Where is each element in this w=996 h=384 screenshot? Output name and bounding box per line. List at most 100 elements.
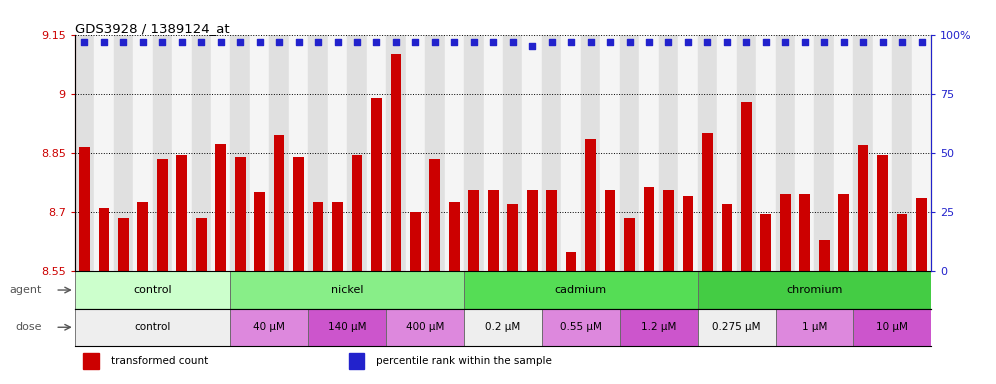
- Point: [894, 39, 910, 45]
- Point: [777, 39, 793, 45]
- Point: [544, 39, 560, 45]
- Bar: [721, 204, 732, 271]
- Bar: [697, 271, 931, 309]
- Bar: [697, 35, 717, 271]
- Bar: [114, 35, 133, 271]
- Bar: [230, 35, 250, 271]
- Point: [874, 39, 890, 45]
- Text: 140 μM: 140 μM: [328, 322, 367, 332]
- Bar: [872, 35, 892, 271]
- Bar: [75, 35, 95, 271]
- Bar: [410, 212, 420, 271]
- Bar: [819, 240, 830, 271]
- Bar: [289, 35, 309, 271]
- Bar: [854, 35, 872, 271]
- Bar: [702, 133, 713, 271]
- Bar: [854, 309, 931, 346]
- Bar: [191, 35, 211, 271]
- Text: 400 μM: 400 μM: [406, 322, 444, 332]
- Bar: [157, 159, 167, 271]
- Bar: [620, 309, 697, 346]
- Bar: [79, 147, 90, 271]
- Bar: [75, 309, 230, 346]
- Bar: [795, 35, 815, 271]
- Point: [699, 39, 715, 45]
- Bar: [349, 354, 365, 369]
- Point: [641, 39, 657, 45]
- Bar: [911, 35, 931, 271]
- Bar: [293, 157, 304, 271]
- Bar: [562, 35, 581, 271]
- Bar: [780, 194, 791, 271]
- Bar: [309, 309, 386, 346]
- Point: [96, 39, 112, 45]
- Text: chromium: chromium: [786, 285, 843, 295]
- Bar: [269, 35, 289, 271]
- Bar: [503, 35, 523, 271]
- Bar: [663, 190, 674, 271]
- Bar: [215, 144, 226, 271]
- Point: [173, 39, 189, 45]
- Bar: [566, 252, 577, 271]
- Point: [466, 39, 482, 45]
- Bar: [916, 199, 927, 271]
- Bar: [254, 192, 265, 271]
- Bar: [468, 190, 479, 271]
- Point: [738, 39, 754, 45]
- Bar: [84, 354, 99, 369]
- Text: GDS3928 / 1389124_at: GDS3928 / 1389124_at: [75, 22, 229, 35]
- Text: 1 μM: 1 μM: [802, 322, 827, 332]
- Bar: [367, 35, 386, 271]
- Bar: [892, 35, 911, 271]
- Point: [817, 39, 833, 45]
- Point: [524, 43, 540, 50]
- Bar: [464, 35, 483, 271]
- Bar: [586, 139, 596, 271]
- Point: [213, 39, 229, 45]
- Bar: [542, 35, 562, 271]
- Point: [330, 39, 346, 45]
- Bar: [507, 204, 518, 271]
- Point: [232, 39, 248, 45]
- Bar: [697, 309, 776, 346]
- Point: [193, 39, 209, 45]
- Bar: [352, 155, 363, 271]
- Bar: [815, 35, 834, 271]
- Text: nickel: nickel: [331, 285, 364, 295]
- Point: [446, 39, 462, 45]
- Bar: [372, 98, 381, 271]
- Bar: [682, 197, 693, 271]
- Bar: [834, 35, 854, 271]
- Bar: [444, 35, 464, 271]
- Text: 40 μM: 40 μM: [253, 322, 285, 332]
- Text: cadmium: cadmium: [555, 285, 607, 295]
- Point: [505, 39, 521, 45]
- Point: [349, 39, 365, 45]
- Text: control: control: [133, 285, 172, 295]
- Bar: [118, 218, 128, 271]
- Bar: [235, 157, 246, 271]
- Bar: [250, 35, 269, 271]
- Point: [622, 39, 637, 45]
- Bar: [211, 35, 230, 271]
- Point: [387, 39, 404, 45]
- Bar: [756, 35, 776, 271]
- Point: [77, 39, 93, 45]
- Point: [583, 39, 599, 45]
- Point: [797, 39, 813, 45]
- Point: [134, 39, 150, 45]
- Bar: [137, 202, 148, 271]
- Bar: [658, 35, 678, 271]
- Bar: [776, 309, 854, 346]
- Bar: [332, 202, 343, 271]
- Bar: [488, 190, 499, 271]
- Bar: [230, 309, 309, 346]
- Point: [154, 39, 170, 45]
- Bar: [605, 190, 616, 271]
- Point: [252, 39, 268, 45]
- Bar: [449, 202, 460, 271]
- Bar: [133, 35, 152, 271]
- Bar: [523, 35, 542, 271]
- Bar: [760, 214, 771, 271]
- Bar: [230, 271, 464, 309]
